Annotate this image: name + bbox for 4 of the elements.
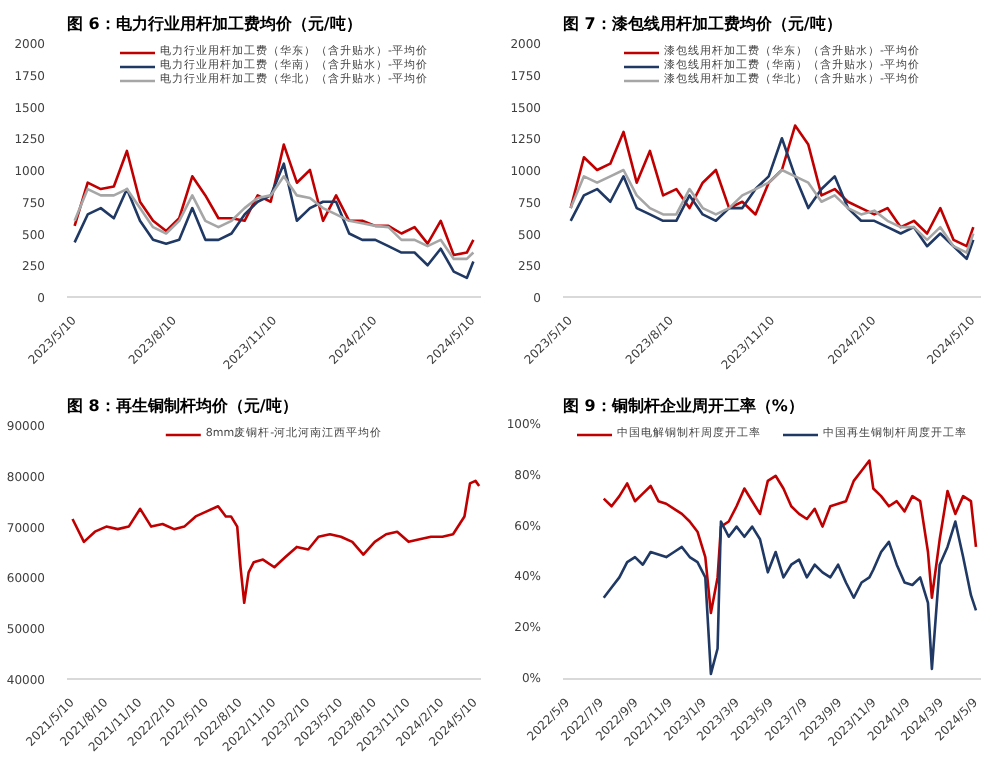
chart-title: 图 7：漆包线用杆加工费均价（元/吨） — [563, 15, 842, 33]
chart-title: 图 9：铜制杆企业周开工率（%） — [563, 395, 804, 415]
chart-title: 图 6：电力行业用杆加工费均价（元/吨） — [67, 15, 362, 33]
chart-title: 图 8：再生铜制杆均价（元/吨） — [67, 397, 298, 415]
